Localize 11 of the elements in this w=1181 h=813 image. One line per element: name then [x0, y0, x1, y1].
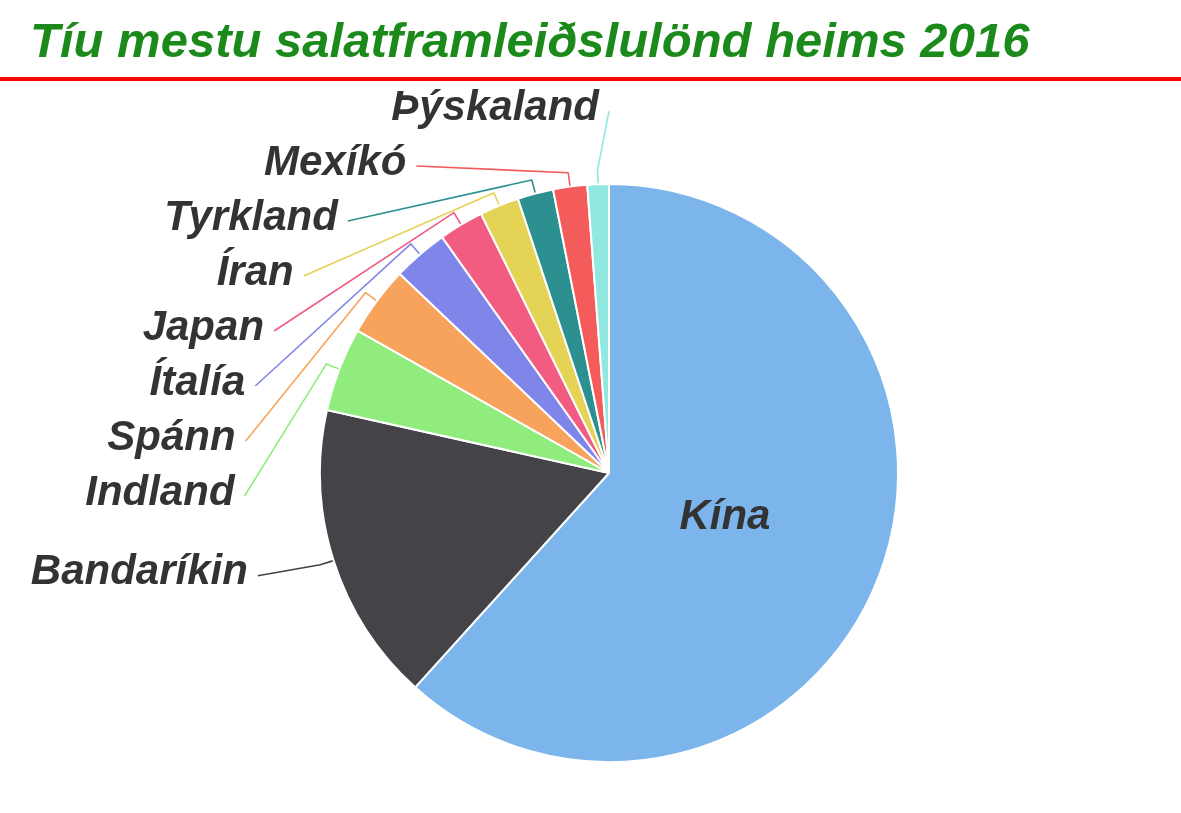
chart-title: Tíu mestu salatframleiðslulönd heims 2016: [30, 12, 1030, 69]
slice-label: Íran: [216, 246, 294, 294]
slice-label: Spánn: [107, 411, 236, 459]
slice-label: Þýskaland: [391, 81, 601, 129]
slice-label: Bandaríkin: [30, 546, 248, 594]
slice-label: Mexíkó: [263, 136, 407, 184]
slice-label: Tyrkland: [164, 191, 340, 239]
slice-label: Indland: [85, 466, 236, 514]
slice-label: Ítalía: [149, 356, 246, 404]
slice-label: Japan: [142, 301, 265, 349]
slice-label: Kína: [679, 491, 771, 539]
